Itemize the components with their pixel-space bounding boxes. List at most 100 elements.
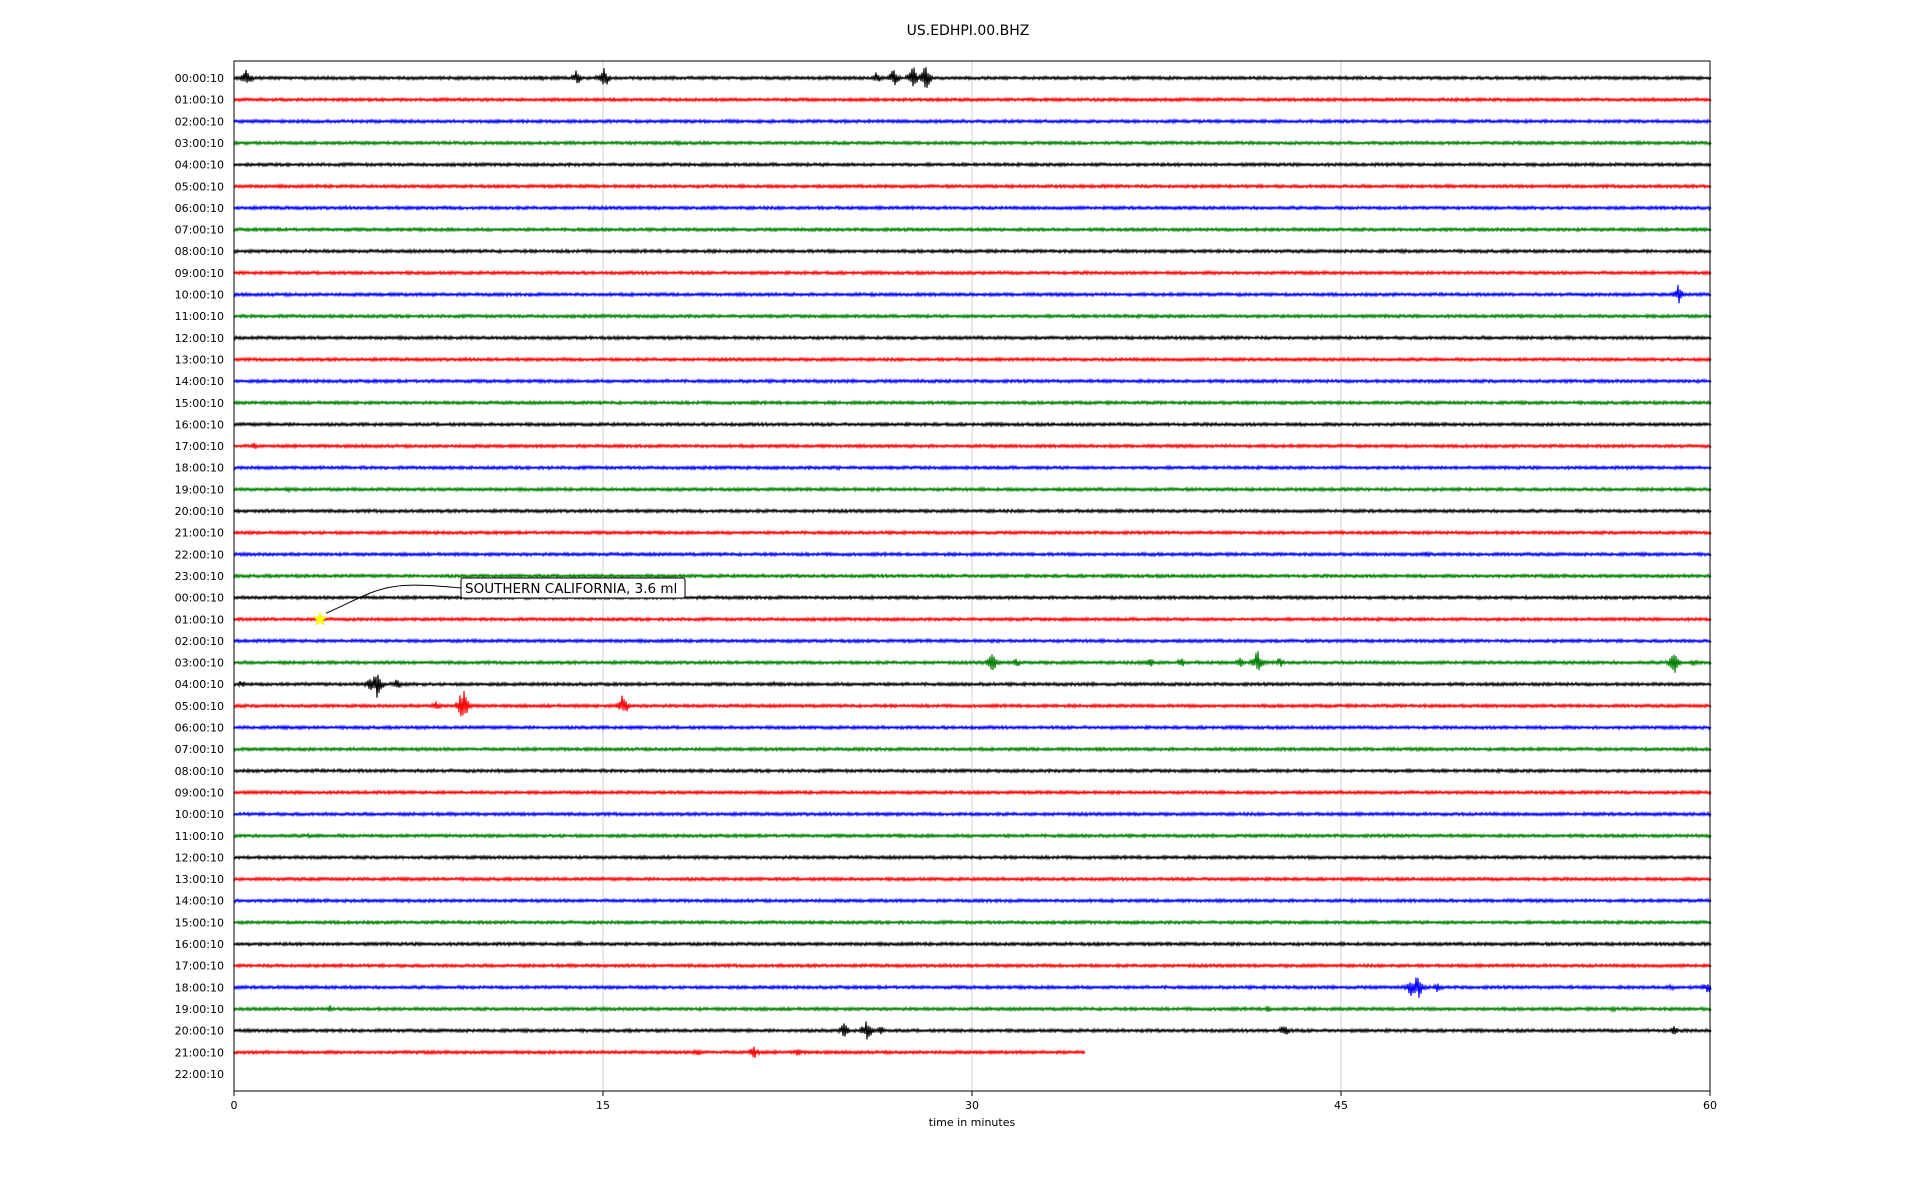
- trace-line: [233, 529, 1712, 536]
- row-time-label: 17:00:10: [175, 960, 224, 973]
- trace-line: [233, 312, 1712, 320]
- row-time-label: 18:00:10: [175, 981, 224, 994]
- trace-line: [233, 226, 1712, 233]
- row-time-label: 23:00:10: [175, 570, 224, 583]
- row-time-label: 07:00:10: [175, 224, 224, 237]
- row-time-label: 05:00:10: [175, 180, 224, 193]
- trace-line: [233, 550, 1712, 559]
- row-time-label: 02:00:10: [175, 635, 224, 648]
- trace-line: [233, 767, 1712, 775]
- trace-line: [233, 182, 1712, 190]
- row-time-label: 06:00:10: [175, 722, 224, 735]
- trace-line: [233, 674, 1712, 698]
- row-time-label: 20:00:10: [175, 505, 224, 518]
- row-time-label: 11:00:10: [175, 830, 224, 843]
- trace-line: [233, 356, 1712, 363]
- row-time-label: 08:00:10: [175, 765, 224, 778]
- row-time-label: 00:00:10: [175, 592, 224, 605]
- row-time-label: 13:00:10: [175, 353, 224, 366]
- chart-title: US.EDHPI.00.BHZ: [907, 23, 1030, 39]
- row-time-label: 10:00:10: [175, 808, 224, 821]
- trace-line: [233, 1021, 1712, 1040]
- row-time-label: 21:00:10: [175, 527, 224, 540]
- row-time-label: 12:00:10: [175, 851, 224, 864]
- x-tick-label: 30: [965, 1099, 979, 1112]
- trace-line: [233, 421, 1712, 428]
- row-time-label: 16:00:10: [175, 938, 224, 951]
- trace-line: [233, 919, 1712, 926]
- row-time-label: 08:00:10: [175, 245, 224, 258]
- trace-line: [233, 269, 1712, 277]
- trace-line: [233, 831, 1712, 840]
- trace-line: [233, 507, 1712, 515]
- row-time-label: 09:00:10: [175, 786, 224, 799]
- row-time-label: 03:00:10: [175, 137, 224, 150]
- annotation-box: [460, 577, 686, 599]
- x-tick-label: 15: [596, 1099, 610, 1112]
- trace-line: [233, 117, 1712, 125]
- trace-line: [233, 745, 1712, 753]
- trace-line: [233, 334, 1712, 342]
- row-time-label: 01:00:10: [175, 94, 224, 107]
- x-tick-label: 0: [231, 1099, 238, 1112]
- row-time-label: 15:00:10: [175, 397, 224, 410]
- row-time-label: 21:00:10: [175, 1046, 224, 1059]
- x-axis-label: time in minutes: [929, 1116, 1016, 1129]
- trace-line: [233, 247, 1712, 255]
- trace-line: [233, 485, 1712, 494]
- trace-line: [233, 204, 1712, 212]
- trace-line: [233, 377, 1712, 385]
- trace-line: [233, 572, 1712, 580]
- trace-line: [233, 637, 1712, 645]
- row-time-label: 19:00:10: [175, 483, 224, 496]
- trace-line: [233, 399, 1712, 407]
- row-time-label: 05:00:10: [175, 700, 224, 713]
- trace-line: [233, 690, 1712, 717]
- trace-line: [233, 810, 1712, 818]
- trace-line: [233, 594, 1712, 601]
- trace-line: [233, 96, 1712, 103]
- row-time-label: 03:00:10: [175, 657, 224, 670]
- trace-line: [233, 789, 1712, 796]
- row-time-label: 17:00:10: [175, 440, 224, 453]
- trace-line: [233, 897, 1712, 905]
- x-tick-label: 60: [1703, 1099, 1717, 1112]
- row-time-label: 14:00:10: [175, 375, 224, 388]
- event-star-marker: [312, 611, 328, 626]
- trace-line: [233, 962, 1712, 969]
- row-time-label: 04:00:10: [175, 678, 224, 691]
- row-time-label: 20:00:10: [175, 1025, 224, 1038]
- trace-line: [233, 139, 1712, 148]
- row-labels: 00:00:10 01:00:10 02:00:10 03:00:10 04:00:10…: [175, 72, 224, 1081]
- row-time-label: 15:00:10: [175, 916, 224, 929]
- trace-line: [233, 977, 1712, 998]
- trace-line: [233, 464, 1712, 472]
- trace-line: [233, 651, 1712, 673]
- trace-line: [233, 67, 1712, 88]
- annotation-text: SOUTHERN CALIFORNIA, 3.6 ml: [465, 581, 677, 597]
- row-time-label: 11:00:10: [175, 310, 224, 323]
- trace-line: [233, 939, 1712, 948]
- row-time-label: 13:00:10: [175, 873, 224, 886]
- row-time-label: 19:00:10: [175, 1003, 224, 1016]
- row-time-label: 18:00:10: [175, 462, 224, 475]
- event-annotations: SOUTHERN CALIFORNIA, 3.6 ml: [312, 577, 686, 626]
- row-time-label: 22:00:10: [175, 1068, 224, 1081]
- row-time-label: 01:00:10: [175, 613, 224, 626]
- trace-line: [233, 1046, 1086, 1058]
- row-time-label: 04:00:10: [175, 159, 224, 172]
- trace-line: [233, 724, 1712, 731]
- trace-line: [233, 615, 1712, 623]
- trace-line: [233, 284, 1712, 304]
- x-tick-label: 45: [1334, 1099, 1348, 1112]
- trace-line: [233, 1004, 1712, 1014]
- trace-line: [233, 161, 1712, 169]
- row-time-label: 09:00:10: [175, 267, 224, 280]
- row-time-label: 02:00:10: [175, 115, 224, 128]
- seismic-traces: [233, 67, 1712, 1058]
- row-time-label: 16:00:10: [175, 418, 224, 431]
- x-axis-ticks: 0 15 30 45 60: [231, 1091, 1717, 1112]
- trace-line: [233, 442, 1712, 450]
- row-time-label: 07:00:10: [175, 743, 224, 756]
